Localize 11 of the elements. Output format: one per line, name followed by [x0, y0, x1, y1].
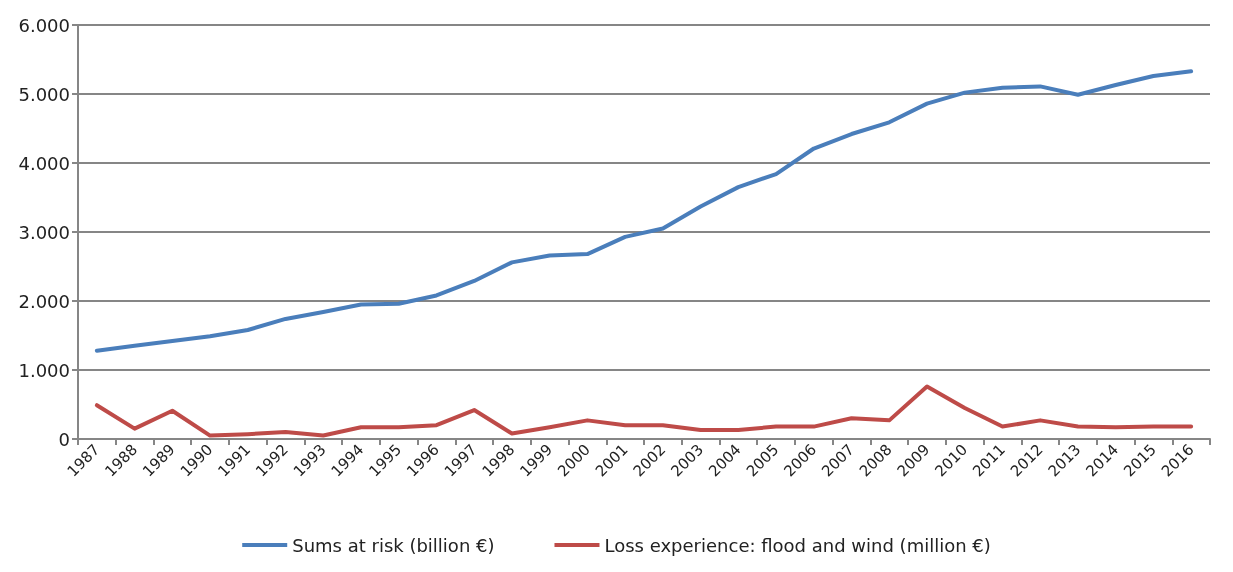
line-series: [94, 69, 1194, 353]
y-tick-label: 6.000: [18, 14, 70, 36]
legend-label: Loss experience: flood and wind (million €): [604, 534, 991, 556]
line-series: [94, 384, 1194, 438]
y-tick-label: 3.000: [18, 221, 70, 243]
y-tick-label: 5.000: [18, 83, 70, 105]
legend-label: Sums at risk (billion €): [292, 534, 495, 556]
y-tick-label: 2.000: [18, 290, 70, 312]
y-tick-label: 0: [58, 428, 70, 450]
y-tick-label: 4.000: [18, 152, 70, 174]
y-tick-label: 1.000: [18, 359, 70, 381]
